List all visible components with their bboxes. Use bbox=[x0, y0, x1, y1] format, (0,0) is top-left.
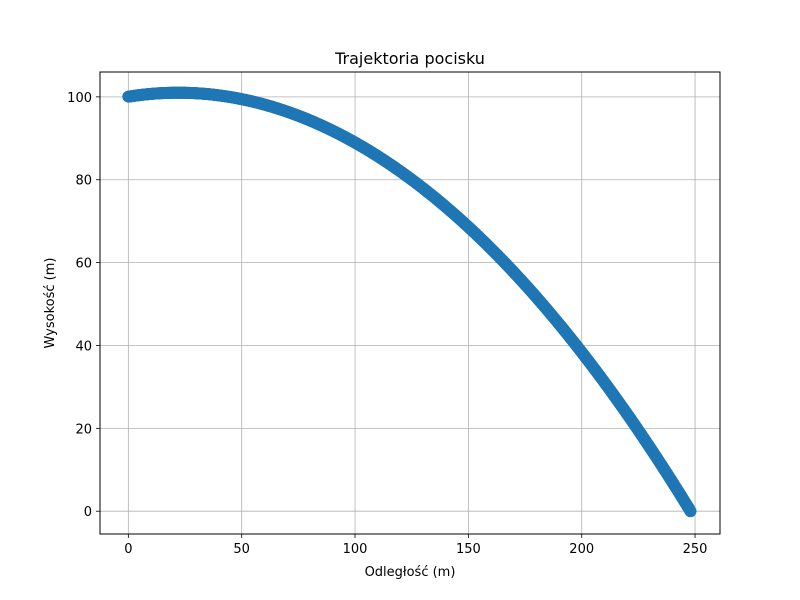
y-tick-label: 80 bbox=[75, 174, 92, 189]
y-axis-label: Wysokość (m) bbox=[43, 258, 58, 349]
x-tick-label: 0 bbox=[124, 542, 132, 557]
x-tick-label: 100 bbox=[343, 542, 368, 557]
y-tick-label: 100 bbox=[67, 91, 92, 106]
axis-ticks: 0 50 100 150 200 250 0 20 40 60 80 100 bbox=[67, 91, 707, 557]
y-tick-label: 40 bbox=[75, 339, 92, 354]
y-tick-label: 60 bbox=[75, 257, 92, 272]
x-tick-label: 150 bbox=[456, 542, 481, 557]
x-tick-label: 200 bbox=[569, 542, 594, 557]
data-point bbox=[684, 505, 697, 518]
y-tick-label: 0 bbox=[84, 505, 92, 520]
y-tick-label: 20 bbox=[75, 422, 92, 437]
x-tick-label: 50 bbox=[233, 542, 250, 557]
trajectory-points bbox=[122, 86, 697, 518]
x-axis-label: Odległość (m) bbox=[365, 565, 456, 580]
chart-title: Trajektoria pocisku bbox=[334, 49, 485, 68]
x-tick-label: 250 bbox=[683, 542, 708, 557]
plot-frame bbox=[99, 71, 721, 535]
